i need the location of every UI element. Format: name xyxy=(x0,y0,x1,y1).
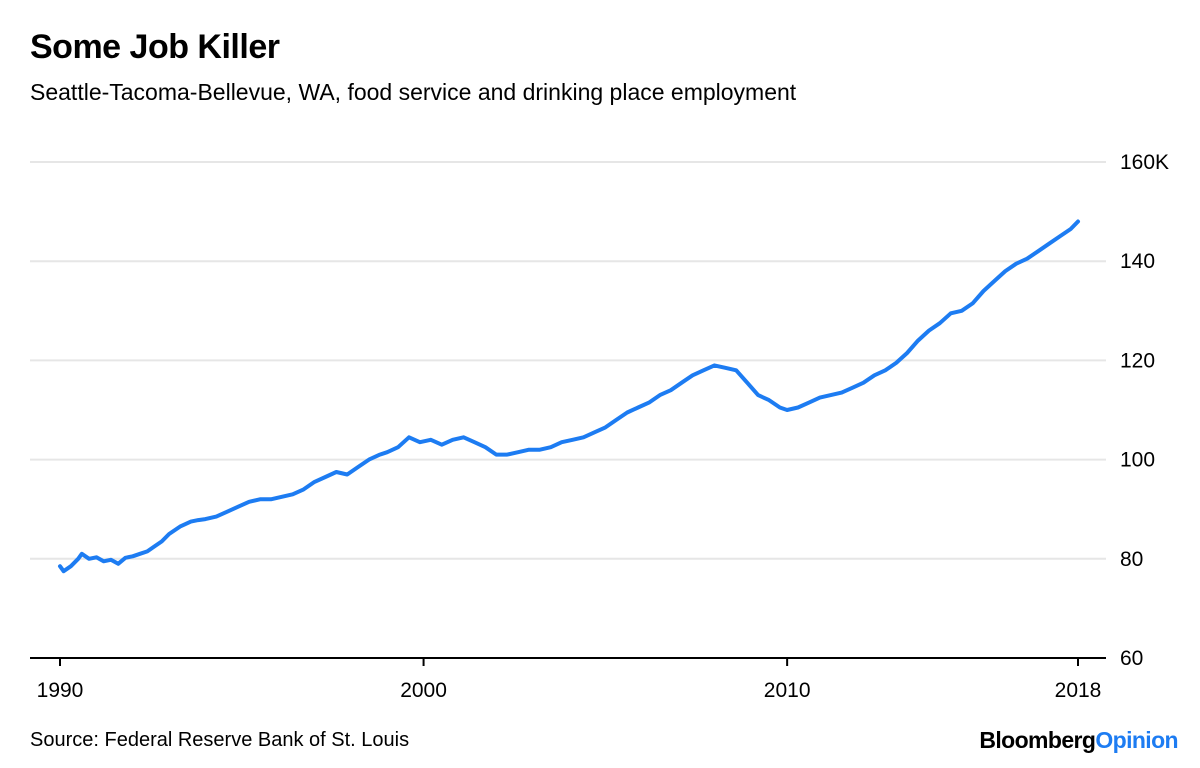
source-note: Source: Federal Reserve Bank of St. Loui… xyxy=(30,729,410,751)
brand-part-2: Opinion xyxy=(1095,727,1178,753)
y-tick-label: 140 xyxy=(1120,250,1155,273)
chart-title: Some Job Killer xyxy=(30,28,280,66)
bloomberg-opinion-logo: BloombergOpinion xyxy=(979,727,1178,754)
employment-series-line xyxy=(58,219,1080,574)
x-axis xyxy=(30,657,1106,666)
y-tick-label: 80 xyxy=(1120,548,1143,571)
y-tick-label: 100 xyxy=(1120,449,1155,472)
x-tick-label: 2000 xyxy=(400,679,447,702)
x-tick-label: 1990 xyxy=(37,679,84,702)
y-tick-label: 60 xyxy=(1120,647,1143,670)
brand-part-1: Bloomberg xyxy=(979,727,1096,753)
y-tick-label: 160K xyxy=(1120,151,1169,174)
y-tick-label: 120 xyxy=(1120,349,1155,372)
x-tick-label: 2010 xyxy=(764,679,811,702)
y-axis-tick-labels: 60 80 100 120 140 160K xyxy=(1120,151,1169,670)
x-axis-tick-labels: 1990 2000 2010 2018 xyxy=(37,679,1102,702)
gridlines xyxy=(30,161,1106,560)
line-chart: 60 80 100 120 140 160K 1990 2000 2010 2018 xyxy=(30,151,1169,702)
chart-subtitle: Seattle-Tacoma-Bellevue, WA, food servic… xyxy=(30,79,797,105)
x-tick-label: 2018 xyxy=(1055,679,1102,702)
